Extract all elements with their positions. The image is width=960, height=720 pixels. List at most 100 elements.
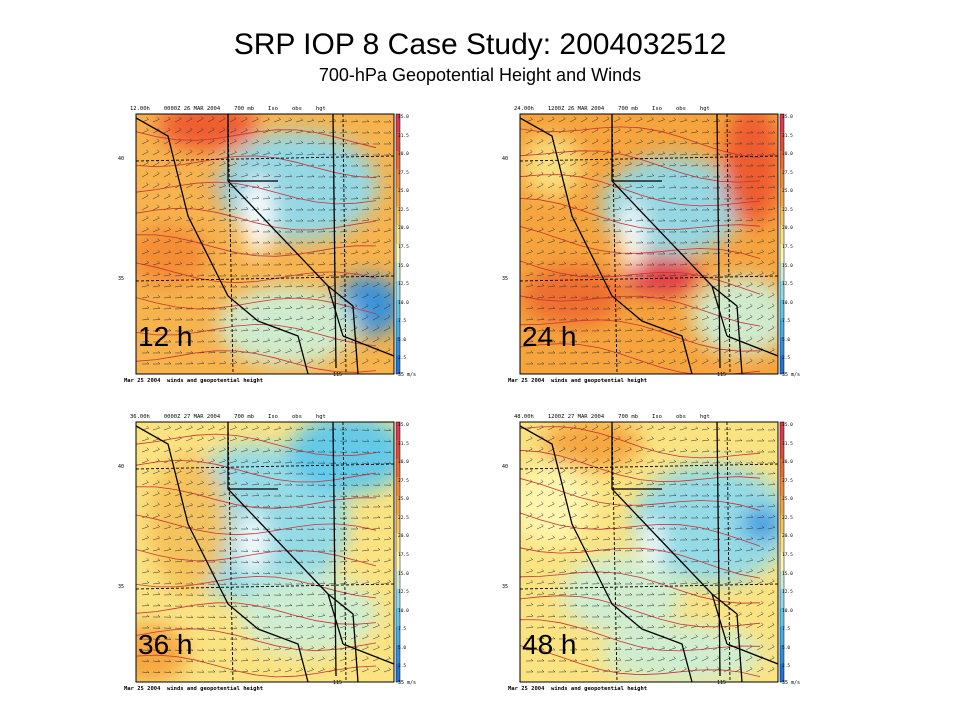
header-var: hgt bbox=[315, 414, 326, 420]
colorbar-ticks: 35.0 31.5 30.0 27.5 25.0 22.5 20.0 17.5 15.0 12.5… bbox=[782, 113, 802, 373]
map-field bbox=[136, 114, 394, 374]
header-obs: obs bbox=[291, 106, 302, 112]
colorbar-tick-label: 12.5 bbox=[398, 282, 409, 288]
lat-40-label: 40 bbox=[118, 464, 125, 470]
forecast-hour-label: 36 h bbox=[138, 629, 193, 660]
colorbar-tick-label: 10.0 bbox=[398, 608, 409, 614]
colorbar-tick-label: 30.0 bbox=[398, 152, 409, 158]
colorbar-tick-label: 7.5 bbox=[782, 319, 791, 325]
wind-barbs bbox=[141, 116, 392, 365]
header-var: hgt bbox=[699, 106, 710, 112]
colorbar-tick-label: 27.5 bbox=[398, 478, 409, 484]
colorbar-tick-label: 25.0 bbox=[398, 189, 409, 195]
lat-lon-grid bbox=[520, 114, 778, 374]
state-boundaries bbox=[136, 422, 394, 682]
map-panel-48h: 48.00h 1200Z 27 MAR 2004 700 mb Iso obs hgt 35… bbox=[502, 414, 802, 694]
map-field bbox=[136, 422, 394, 682]
header-obs: obs bbox=[291, 414, 302, 420]
panel-footer: Mar 25 2004 winds and geopotential heigh… bbox=[508, 686, 648, 692]
header-level: 700 mb bbox=[234, 414, 255, 420]
lon-115-label: 115 bbox=[333, 372, 343, 378]
panel-header: 48.00h 1200Z 27 MAR 2004 700 mb Iso obs hgt bbox=[514, 414, 724, 420]
colorbar-tick-label: 7.5 bbox=[398, 319, 407, 325]
colorbar bbox=[779, 421, 785, 683]
forecast-hour-label: 24 h bbox=[522, 321, 577, 352]
colorbar-tick-label: 17.5 bbox=[782, 245, 793, 250]
colorbar-tick-label: 20.0 bbox=[782, 534, 793, 540]
state-boundaries bbox=[136, 114, 394, 374]
lat-35-label: 35 bbox=[502, 276, 509, 282]
colorbar-tick-label: 35.0 bbox=[398, 423, 409, 428]
header-level: 700 mb bbox=[618, 106, 639, 112]
lat-lon-grid bbox=[136, 422, 394, 682]
map-svg bbox=[519, 113, 785, 375]
colorbar-tick-label: 5.0 bbox=[782, 337, 791, 343]
colorbar-tick-label: 15.0 bbox=[782, 571, 793, 577]
colorbar bbox=[395, 421, 401, 683]
panel-header: 36.00h 0000Z 27 MAR 2004 700 mb Iso obs hgt bbox=[130, 414, 340, 420]
header-time: 48.00h bbox=[514, 414, 534, 420]
header-valid: 1200Z 27 MAR 2004 bbox=[547, 414, 605, 420]
colorbar-tick-label: 17.5 bbox=[398, 245, 409, 250]
colorbar-tick-label: 35.0 bbox=[782, 115, 793, 120]
map-svg bbox=[135, 421, 401, 683]
colorbar-tick-label: 22.5 bbox=[782, 207, 793, 213]
lat-35-label: 35 bbox=[118, 584, 125, 590]
colorbar-tick-label: 12.5 bbox=[782, 282, 793, 288]
colorbar-tick-label: 2.5 bbox=[398, 664, 407, 670]
colorbar-tick-label: 27.5 bbox=[398, 170, 409, 176]
header-iso: Iso bbox=[268, 414, 278, 420]
header-time: 12.00h bbox=[130, 106, 150, 112]
colorbar-tick-label: 35.0 bbox=[398, 115, 409, 120]
colorbar-tick-label: 12.5 bbox=[398, 590, 409, 596]
state-boundaries bbox=[520, 114, 778, 374]
colorbar-tick-label: 30.0 bbox=[398, 460, 409, 466]
map-field bbox=[520, 114, 778, 374]
colorbar-tick-label: 31.5 bbox=[398, 133, 409, 139]
header-obs: obs bbox=[675, 106, 686, 112]
colorbar-tick-label: 27.5 bbox=[782, 478, 793, 484]
forecast-hour-label: 12 h bbox=[138, 321, 193, 352]
colorbar bbox=[779, 113, 785, 375]
colorbar-tick-label: 22.5 bbox=[398, 515, 409, 521]
map-panel-36h: 36.00h 0000Z 27 MAR 2004 700 mb Iso obs hgt 35… bbox=[118, 414, 418, 694]
lat-40-label: 40 bbox=[502, 464, 509, 470]
colorbar-tick-label: 2.5 bbox=[782, 664, 791, 670]
header-iso: Iso bbox=[652, 106, 662, 112]
colorbar-tick-label: 5.0 bbox=[782, 645, 791, 651]
colorbar-tick-label: 2.5 bbox=[398, 356, 407, 362]
lon-115-label: 115 bbox=[717, 680, 727, 686]
colorbar-tick-label: 15.0 bbox=[398, 571, 409, 577]
header-time: 36.00h bbox=[130, 414, 150, 420]
height-contours bbox=[136, 129, 377, 373]
colorbar-tick-label: 10.0 bbox=[398, 300, 409, 306]
colorbar-tick-label: 35.0 bbox=[782, 423, 793, 428]
wind-barbs bbox=[141, 425, 392, 673]
colorbar-tick-label: 5.0 bbox=[398, 645, 407, 651]
header-obs: obs bbox=[675, 414, 686, 420]
lat-lon-grid bbox=[520, 422, 778, 682]
map-panel-24h: 24.00h 1200Z 26 MAR 2004 700 mb Iso obs hgt 35… bbox=[502, 106, 802, 386]
colorbar-tick-label: 15.0 bbox=[782, 263, 793, 269]
lat-lon-grid bbox=[136, 114, 394, 374]
colorbar-tick-label: 2.5 bbox=[782, 356, 791, 362]
map-svg bbox=[135, 113, 401, 375]
reference-vector-units: 35 m/s bbox=[782, 372, 801, 378]
colorbar-tick-label: 17.5 bbox=[782, 553, 793, 558]
colorbar-tick-label: 27.5 bbox=[782, 170, 793, 176]
colorbar-tick-label: 10.0 bbox=[782, 300, 793, 306]
lat-40-label: 40 bbox=[118, 156, 125, 162]
colorbar-tick-label: 5.0 bbox=[398, 337, 407, 343]
map-panel-12h: 12.00h 0000Z 26 MAR 2004 700 mb Iso obs hgt 35… bbox=[118, 106, 418, 386]
height-contours bbox=[520, 426, 761, 677]
reference-vector-units: 35 m/s bbox=[782, 680, 801, 686]
lat-40-label: 40 bbox=[502, 156, 509, 162]
header-var: hgt bbox=[315, 106, 326, 112]
height-contours bbox=[520, 126, 761, 374]
lat-35-label: 35 bbox=[502, 584, 509, 590]
panel-footer: Mar 25 2004 winds and geopotential heigh… bbox=[508, 378, 648, 384]
colorbar-tick-label: 20.0 bbox=[398, 226, 409, 232]
colorbar-tick-label: 30.0 bbox=[782, 152, 793, 158]
header-iso: Iso bbox=[268, 106, 278, 112]
state-boundaries bbox=[520, 422, 778, 682]
